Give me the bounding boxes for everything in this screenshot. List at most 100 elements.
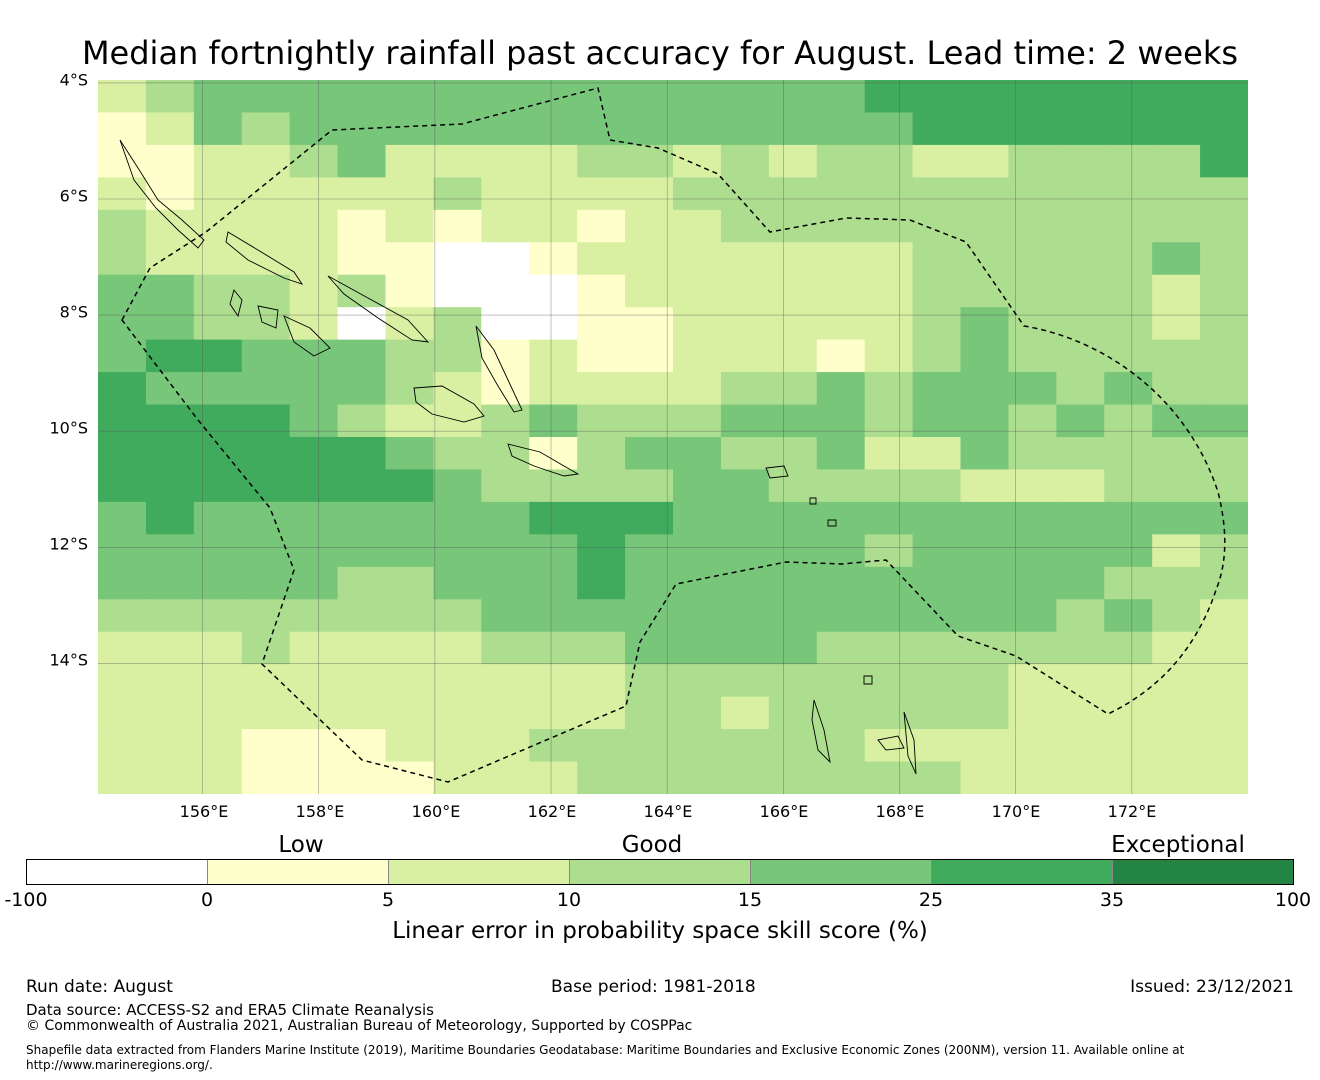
heatmap-cell bbox=[433, 534, 482, 568]
issued-date: Issued: 23/12/2021 bbox=[1130, 977, 1294, 997]
lat-label-12s: 12°S bbox=[49, 534, 88, 554]
heatmap-cell bbox=[864, 437, 914, 471]
heatmap-cell bbox=[625, 242, 674, 276]
heatmap-cell bbox=[768, 729, 818, 763]
heatmap-cell bbox=[768, 404, 818, 438]
heatmap-cell bbox=[1104, 80, 1153, 114]
heatmap-cell bbox=[625, 631, 674, 665]
heatmap-cell bbox=[577, 631, 626, 665]
heatmap-cell bbox=[241, 631, 291, 665]
heatmap-cell bbox=[433, 664, 482, 698]
heatmap-cell bbox=[193, 761, 243, 794]
lat-label-6s: 6°S bbox=[59, 186, 88, 206]
heatmap-cell bbox=[1152, 469, 1201, 503]
heatmap-cell bbox=[241, 372, 291, 406]
heatmap-cell bbox=[577, 144, 626, 178]
heatmap-cell bbox=[337, 664, 387, 698]
heatmap-cell bbox=[864, 339, 914, 373]
heatmap-cell bbox=[289, 566, 339, 600]
run-date: Run date: August bbox=[26, 977, 173, 997]
heatmap-cell bbox=[768, 209, 818, 243]
heatmap-cell bbox=[768, 534, 818, 568]
heatmap-cell bbox=[625, 177, 674, 211]
heatmap-cell bbox=[577, 307, 626, 341]
heatmap-cell bbox=[816, 469, 866, 503]
heatmap-cell bbox=[385, 242, 435, 276]
skill-map bbox=[98, 80, 1248, 794]
heatmap-cell bbox=[433, 729, 482, 763]
heatmap-cell bbox=[241, 112, 291, 146]
heatmap-cell bbox=[481, 696, 530, 730]
lon-label-156e: 156°E bbox=[179, 802, 229, 821]
heatmap-cell bbox=[720, 501, 770, 535]
heatmap-cell bbox=[529, 242, 578, 276]
heatmap-cell bbox=[577, 599, 626, 633]
heatmap-cell bbox=[673, 664, 722, 698]
heatmap-cell bbox=[577, 761, 626, 794]
lon-label-162e: 162°E bbox=[527, 802, 577, 821]
heatmap-cell bbox=[1152, 274, 1201, 308]
heatmap-cell bbox=[385, 566, 435, 600]
heatmap-cell bbox=[1152, 566, 1201, 600]
heatmap-cell bbox=[912, 80, 962, 114]
heatmap-cell bbox=[145, 437, 195, 471]
heatmap-cell bbox=[912, 469, 962, 503]
heatmap-cell bbox=[98, 274, 147, 308]
heatmap-cell bbox=[625, 307, 674, 341]
heatmap-cell bbox=[625, 404, 674, 438]
heatmap-cell bbox=[864, 209, 914, 243]
heatmap-cell bbox=[960, 209, 1010, 243]
colorbar-segment bbox=[1113, 860, 1293, 884]
heatmap-cell bbox=[145, 761, 195, 794]
heatmap-cell bbox=[241, 696, 291, 730]
heatmap-cell bbox=[98, 404, 147, 438]
heatmap-cell bbox=[1200, 729, 1248, 763]
heatmap-cell bbox=[98, 664, 147, 698]
lat-label-4s: 4°S bbox=[59, 70, 88, 90]
heatmap-cell bbox=[1008, 274, 1057, 308]
heatmap-cell bbox=[433, 501, 482, 535]
heatmap-cell bbox=[529, 501, 578, 535]
heatmap-cell bbox=[1152, 664, 1201, 698]
heatmap-cell bbox=[481, 437, 530, 471]
heatmap-cell bbox=[241, 469, 291, 503]
heatmap-cell bbox=[673, 761, 722, 794]
heatmap-cell bbox=[1008, 761, 1057, 794]
heatmap-cell bbox=[1104, 112, 1153, 146]
heatmap-cell bbox=[98, 729, 147, 763]
heatmap-cell bbox=[912, 112, 962, 146]
heatmap-cell bbox=[816, 631, 866, 665]
heatmap-cell bbox=[1056, 631, 1105, 665]
heatmap-cell bbox=[1152, 696, 1201, 730]
heatmap-cell bbox=[960, 664, 1010, 698]
heatmap-cell bbox=[1008, 80, 1057, 114]
heatmap-cell bbox=[481, 566, 530, 600]
heatmap-cell bbox=[1200, 339, 1248, 373]
heatmap-cell bbox=[529, 80, 578, 114]
heatmap-cell bbox=[1152, 501, 1201, 535]
heatmap-cell bbox=[433, 372, 482, 406]
heatmap-cell bbox=[960, 501, 1010, 535]
heatmap-cell bbox=[1008, 534, 1057, 568]
heatmap-cell bbox=[98, 469, 147, 503]
heatmap-cell bbox=[1152, 729, 1201, 763]
heatmap-cell bbox=[768, 761, 818, 794]
heatmap-cell bbox=[720, 599, 770, 633]
heatmap-cell bbox=[673, 469, 722, 503]
heatmap-cell bbox=[337, 631, 387, 665]
heatmap-cell bbox=[98, 501, 147, 535]
heatmap-cell bbox=[720, 209, 770, 243]
heatmap-cell bbox=[912, 599, 962, 633]
heatmap-cell bbox=[241, 404, 291, 438]
heatmap-cell bbox=[577, 80, 626, 114]
heatmap-cell bbox=[768, 696, 818, 730]
heatmap-cell bbox=[289, 177, 339, 211]
heatmap-cell bbox=[529, 566, 578, 600]
heatmap-cell bbox=[768, 80, 818, 114]
heatmap-cell bbox=[529, 339, 578, 373]
heatmap-cell bbox=[98, 80, 147, 114]
heatmap-cell bbox=[1200, 144, 1248, 178]
heatmap-cell bbox=[1056, 112, 1105, 146]
heatmap-cell bbox=[1200, 664, 1248, 698]
heatmap-cell bbox=[864, 112, 914, 146]
